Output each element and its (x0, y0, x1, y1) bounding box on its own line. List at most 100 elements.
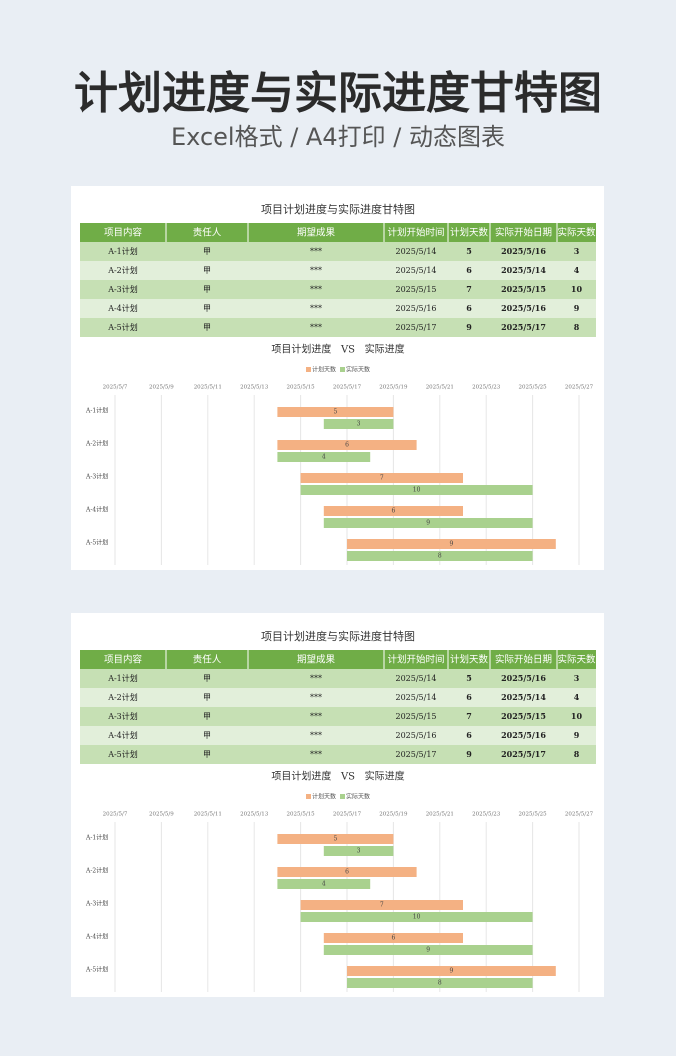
table-cell: 甲 (203, 323, 211, 332)
column-header: 计划开始时间 (387, 227, 444, 239)
gantt-bar (347, 539, 556, 549)
bar-label: 6 (345, 442, 349, 449)
table-cell: 6 (466, 730, 472, 740)
table-row (80, 280, 596, 299)
bar-label: 5 (333, 836, 337, 843)
gantt-bar (277, 452, 371, 462)
table-cell: 甲 (203, 731, 211, 740)
category-label: A-4计划 (85, 933, 108, 941)
x-tick-label: 2025/5/15 (286, 812, 315, 818)
table-cell: 9 (574, 303, 580, 313)
gantt-bar (323, 846, 394, 856)
gantt-bar (277, 440, 417, 450)
category-label: A-4计划 (85, 506, 108, 514)
table-cell: A-3计划 (107, 284, 138, 294)
chart-title: 项目计划进度 VS 实际进度 (271, 770, 404, 783)
table-cell: A-5计划 (107, 749, 138, 759)
bar-label: 7 (380, 475, 384, 482)
table-cell: *** (310, 247, 322, 256)
bar-label: 5 (333, 409, 337, 416)
x-tick-label: 2025/5/9 (149, 812, 174, 818)
legend-swatch (340, 794, 345, 799)
table-cell: 2025/5/16 (501, 673, 546, 683)
x-tick-label: 2025/5/19 (379, 812, 408, 818)
table-header (80, 223, 596, 242)
bar-label: 3 (357, 421, 361, 428)
table-cell: 甲 (203, 674, 211, 683)
category-label: A-2计划 (85, 867, 108, 875)
column-header: 责任人 (193, 654, 222, 666)
x-tick-label: 2025/5/17 (333, 385, 362, 391)
bar-label: 6 (345, 869, 349, 876)
legend-swatch (306, 794, 311, 799)
x-tick-label: 2025/5/7 (103, 812, 128, 818)
bar-label: 9 (449, 968, 453, 975)
column-header: 期望成果 (297, 227, 336, 239)
table-cell: 8 (574, 749, 580, 759)
table-cell: 7 (466, 284, 472, 294)
x-tick-label: 2025/5/11 (194, 812, 222, 818)
x-tick-label: 2025/5/21 (426, 385, 454, 391)
table-cell: 甲 (203, 750, 211, 759)
bar-label: 10 (413, 914, 421, 921)
gantt-bar (323, 945, 533, 955)
table-cell: 9 (574, 730, 580, 740)
legend-label: 计划天数 (312, 793, 336, 801)
x-tick-label: 2025/5/13 (240, 385, 269, 391)
table-row (80, 669, 596, 688)
table-cell: 3 (574, 673, 580, 683)
column-header: 实际天数 (557, 654, 596, 666)
table-cell: 5 (466, 246, 472, 256)
legend-label: 实际天数 (346, 366, 370, 374)
table-cell: 10 (571, 284, 583, 294)
gantt-bar (323, 518, 533, 528)
column-header: 期望成果 (297, 654, 336, 666)
table-cell: *** (310, 285, 322, 294)
bar-label: 8 (438, 553, 442, 560)
table-cell: 9 (466, 322, 472, 332)
x-tick-label: 2025/5/23 (472, 385, 501, 391)
table-cell: *** (310, 712, 322, 721)
table-cell: A-5计划 (107, 322, 138, 332)
table-cell: 甲 (203, 247, 211, 256)
x-tick-label: 2025/5/25 (518, 812, 547, 818)
table-cell: 9 (466, 749, 472, 759)
legend-label: 实际天数 (346, 793, 370, 801)
column-header: 计划开始时间 (387, 654, 444, 666)
table-cell: *** (310, 323, 322, 332)
table-cell: 2025/5/16 (395, 304, 436, 313)
gantt-bar (300, 912, 533, 922)
table-cell: 2025/5/16 (501, 303, 546, 313)
legend-swatch (340, 367, 345, 372)
gantt-bar (277, 879, 371, 889)
column-header: 项目内容 (104, 654, 143, 666)
category-label: A-3计划 (85, 900, 108, 908)
table-cell: 4 (574, 265, 580, 275)
table-cell: *** (310, 266, 322, 275)
bar-label: 4 (322, 454, 326, 461)
legend-label: 计划天数 (312, 366, 336, 374)
table-cell: 7 (466, 711, 472, 721)
column-header: 实际天数 (557, 227, 596, 239)
sheet-title: 项目计划进度与实际进度甘特图 (261, 202, 415, 216)
gantt-bar (300, 473, 463, 483)
column-header: 实际开始日期 (495, 654, 552, 666)
table-cell: 甲 (203, 266, 211, 275)
table-row (80, 726, 596, 745)
x-tick-label: 2025/5/17 (333, 812, 362, 818)
x-tick-label: 2025/5/23 (472, 812, 501, 818)
table-header (80, 650, 596, 669)
category-label: A-3计划 (85, 473, 108, 481)
table-row (80, 745, 596, 764)
table-cell: *** (310, 304, 322, 313)
bar-label: 9 (426, 947, 430, 954)
table-row (80, 318, 596, 337)
x-tick-label: 2025/5/7 (103, 385, 128, 391)
gantt-bar (323, 506, 463, 516)
gantt-bar (347, 978, 533, 988)
x-tick-label: 2025/5/25 (518, 385, 547, 391)
table-cell: 2025/5/14 (395, 674, 436, 683)
table-cell: 2025/5/16 (501, 730, 546, 740)
x-tick-label: 2025/5/11 (194, 385, 222, 391)
